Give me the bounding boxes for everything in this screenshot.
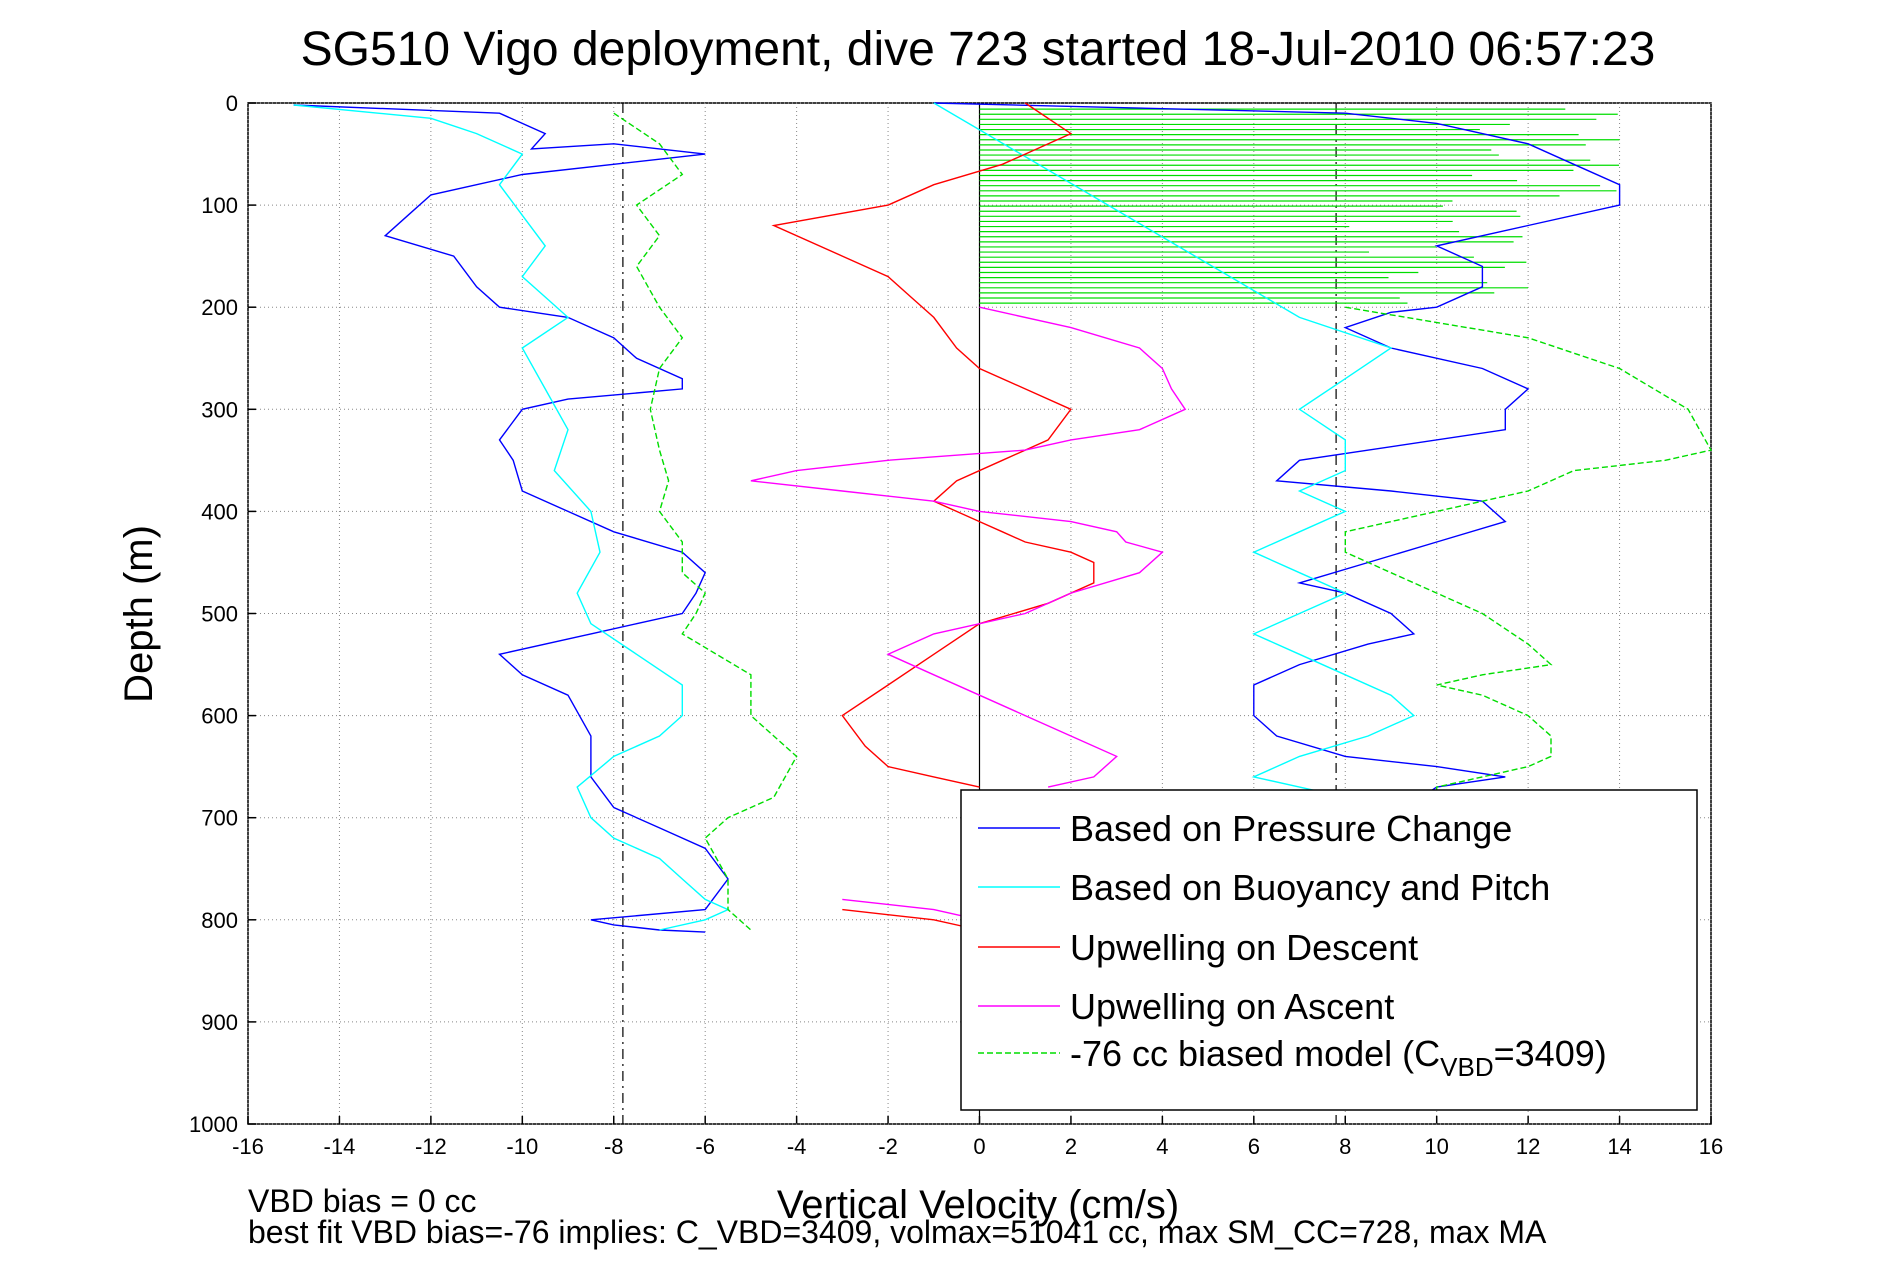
x-tick-label: 0 <box>973 1134 985 1159</box>
series-model-line <box>1344 306 1713 798</box>
series-ascent-line <box>750 306 1187 788</box>
legend-label-model: -76 cc biased model (CVBD=3409) <box>1070 1033 1607 1082</box>
x-tick-label: -2 <box>878 1134 898 1159</box>
y-tick-label: 500 <box>201 602 238 627</box>
x-tick-label: -16 <box>232 1134 264 1159</box>
y-tick-label: 700 <box>201 806 238 831</box>
series-buoyancy-line <box>933 102 1437 819</box>
surface-hatch-band <box>979 108 1620 304</box>
series-buoyancy-line <box>293 104 730 931</box>
y-tick-label: 0 <box>226 91 238 116</box>
y-tick-labels: 0 100 200 300 400 500 600 700 800 900 1000 <box>189 91 238 1137</box>
x-tick-label: -4 <box>787 1134 807 1159</box>
y-axis-label: Depth (m) <box>117 525 161 703</box>
y-tick-label: 100 <box>201 193 238 218</box>
footer-line-2: best fit VBD bias=-76 implies: C_VBD=340… <box>248 1214 1547 1250</box>
x-tick-label: 16 <box>1699 1134 1723 1159</box>
x-tick-label: 10 <box>1424 1134 1448 1159</box>
x-tick-label: 8 <box>1339 1134 1351 1159</box>
x-tick-label: 14 <box>1607 1134 1631 1159</box>
series-pressure-line <box>293 104 729 933</box>
x-tick-labels: -16 -14 -12 -10 -8 -6 -4 -2 0 2 4 6 8 10 12 14 16 <box>232 1134 1723 1159</box>
chart-title: SG510 Vigo deployment, dive 723 started … <box>301 23 1656 76</box>
x-tick-label: 2 <box>1065 1134 1077 1159</box>
y-tick-label: 200 <box>201 295 238 320</box>
legend-label-ascent: Upwelling on Ascent <box>1070 986 1394 1027</box>
x-tick-label: -10 <box>506 1134 538 1159</box>
x-tick-label: 12 <box>1516 1134 1540 1159</box>
x-tick-label: -12 <box>415 1134 447 1159</box>
x-axis-label: Vertical Velocity (cm/s) <box>777 1183 1179 1227</box>
footer-line-1: VBD bias = 0 cc <box>248 1183 477 1219</box>
y-tick-label: 1000 <box>189 1112 238 1137</box>
x-tick-label: -14 <box>324 1134 356 1159</box>
legend-label-pressure: Based on Pressure Change <box>1070 808 1512 849</box>
y-tick-label: 800 <box>201 908 238 933</box>
legend: Based on Pressure Change Based on Buoyanc… <box>960 789 1698 1111</box>
legend-items: Based on Pressure Change Based on Buoyanc… <box>978 808 1607 1082</box>
x-tick-label: 6 <box>1248 1134 1260 1159</box>
series-model-line <box>613 112 798 931</box>
series-descent-line <box>771 102 1095 788</box>
series-group <box>293 102 1713 933</box>
legend-label-buoyancy: Based on Buoyancy and Pitch <box>1070 867 1550 908</box>
x-tick-label: -6 <box>695 1134 715 1159</box>
y-tick-label: 900 <box>201 1010 238 1035</box>
y-tick-label: 300 <box>201 397 238 422</box>
y-tick-label: 400 <box>201 499 238 524</box>
legend-label-descent: Upwelling on Descent <box>1070 927 1418 968</box>
legend-box <box>960 789 1698 1111</box>
y-tick-label: 600 <box>201 704 238 729</box>
x-tick-label: 4 <box>1156 1134 1168 1159</box>
x-tick-label: -8 <box>604 1134 624 1159</box>
series-pressure-line <box>933 102 1621 931</box>
